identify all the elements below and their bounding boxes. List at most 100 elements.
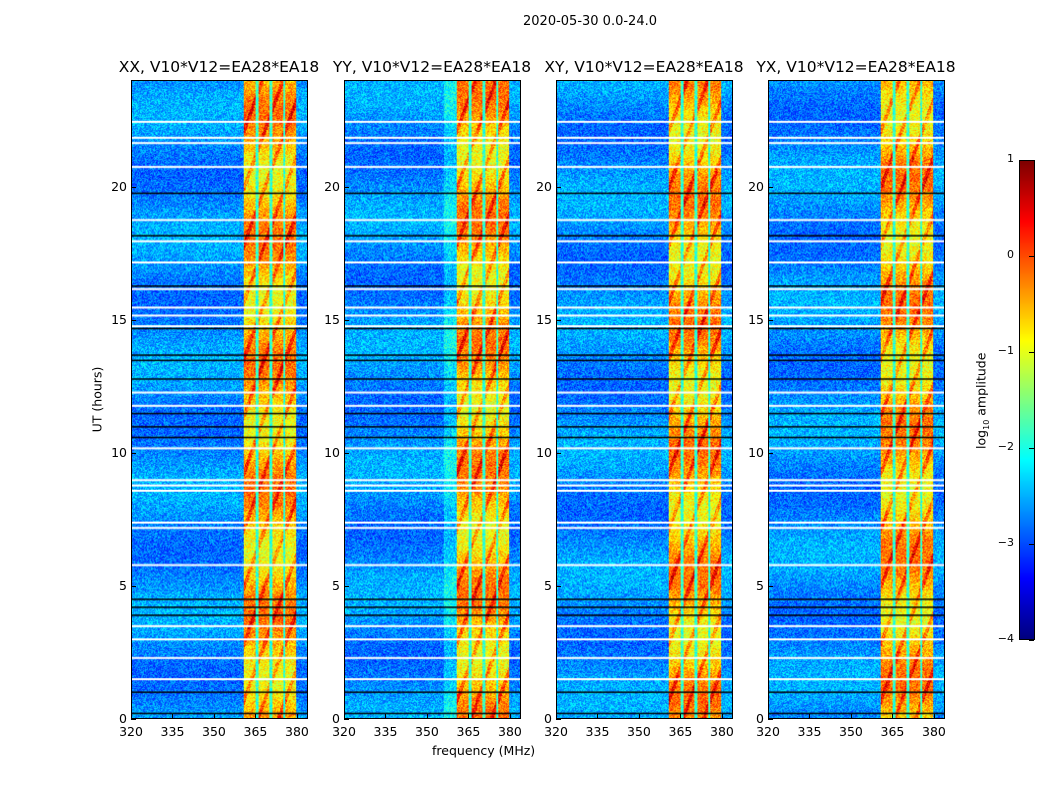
y-tick-label: 5 [332, 577, 340, 593]
colorbar-tick-mark [1029, 256, 1034, 257]
x-tick-label: 365 [243, 724, 268, 739]
y-axis-label: UT (hours) [89, 366, 105, 433]
colorbar-tick-label: −2 [997, 440, 1014, 453]
x-tick-label: 335 [160, 724, 185, 739]
y-tick-mark [131, 452, 136, 454]
x-tick-mark [638, 714, 640, 719]
y-tick-mark [768, 186, 773, 188]
x-tick-mark [385, 714, 387, 719]
y-tick-mark [344, 186, 349, 188]
panel-title: XX, V10*V12=EA28*EA18 [118, 58, 320, 76]
x-tick-mark [255, 714, 257, 719]
colorbar-tick-label: −1 [997, 344, 1014, 357]
colorbar-tick-mark [1029, 352, 1034, 353]
y-tick-mark [131, 719, 136, 720]
y-tick-mark [768, 319, 773, 321]
y-tick-label: 5 [544, 577, 552, 593]
y-tick-label: 0 [119, 711, 127, 726]
y-tick-label: 15 [111, 311, 127, 327]
y-tick-label: 0 [544, 711, 552, 726]
x-tick-label: 320 [544, 724, 568, 739]
colorbar-label: log10 amplitude [973, 352, 991, 449]
x-tick-label: 320 [332, 724, 356, 739]
x-tick-mark [850, 714, 852, 719]
x-axis-label: frequency (MHz) [432, 743, 536, 758]
colorbar-tick-mark [1029, 640, 1034, 641]
x-tick-label: 320 [756, 724, 780, 739]
y-tick-mark [344, 719, 349, 720]
y-tick-label: 5 [756, 577, 764, 593]
spectrogram-panel [768, 80, 945, 719]
x-tick-mark [809, 714, 811, 719]
panel-title: YY, V10*V12=EA28*EA18 [332, 58, 532, 76]
y-tick-mark [768, 452, 773, 454]
y-tick-mark [556, 585, 561, 587]
colorbar-tick-label: −4 [997, 632, 1014, 645]
x-tick-mark [933, 714, 935, 719]
y-tick-label: 15 [748, 311, 764, 327]
y-tick-mark [131, 319, 136, 321]
spectrogram-panel [556, 80, 733, 719]
x-tick-mark [509, 714, 511, 719]
colorbar-tick-label: 1 [1007, 152, 1014, 165]
x-tick-mark [556, 714, 557, 719]
y-tick-mark [131, 585, 136, 587]
panel-title: YX, V10*V12=EA28*EA18 [756, 58, 956, 76]
x-tick-label: 350 [839, 724, 863, 739]
colorbar-tick-label: 0 [1007, 248, 1014, 261]
panel-title: XY, V10*V12=EA28*EA18 [544, 58, 744, 76]
y-tick-mark [768, 719, 773, 720]
y-tick-label: 15 [536, 311, 552, 327]
x-tick-mark [344, 714, 345, 719]
x-tick-label: 365 [456, 724, 481, 739]
x-tick-label: 380 [922, 724, 946, 739]
colorbar-tick-mark [1029, 448, 1034, 449]
x-tick-mark [296, 714, 298, 719]
x-tick-label: 365 [668, 724, 693, 739]
x-tick-label: 335 [373, 724, 398, 739]
y-tick-label: 10 [111, 444, 127, 460]
colorbar-tick-label: −3 [997, 536, 1014, 549]
y-tick-label: 5 [119, 577, 127, 593]
x-tick-mark [426, 714, 428, 719]
x-tick-label: 350 [415, 724, 439, 739]
x-tick-mark [721, 714, 723, 719]
figure-title: 2020-05-30 0.0-24.0 [523, 14, 657, 29]
y-tick-label: 20 [536, 178, 552, 194]
x-tick-mark [172, 714, 174, 719]
y-tick-mark [556, 186, 561, 188]
y-tick-label: 20 [324, 178, 340, 194]
y-tick-label: 15 [324, 311, 340, 327]
x-tick-mark [892, 714, 894, 719]
y-tick-label: 0 [756, 711, 764, 726]
y-tick-mark [768, 585, 773, 587]
y-tick-mark [556, 319, 561, 321]
y-tick-label: 10 [324, 444, 340, 460]
x-tick-label: 320 [119, 724, 143, 739]
x-tick-label: 380 [285, 724, 309, 739]
y-tick-mark [344, 319, 349, 321]
y-tick-label: 20 [748, 178, 764, 194]
x-tick-mark [680, 714, 682, 719]
y-tick-mark [344, 452, 349, 454]
x-tick-label: 365 [880, 724, 905, 739]
x-tick-mark [597, 714, 599, 719]
y-tick-label: 0 [332, 711, 340, 726]
x-tick-label: 350 [202, 724, 226, 739]
x-tick-mark [131, 714, 132, 719]
y-tick-label: 20 [111, 178, 127, 194]
y-tick-mark [556, 452, 561, 454]
colorbar-tick-mark [1029, 160, 1034, 161]
x-tick-mark [468, 714, 470, 719]
x-tick-label: 380 [498, 724, 522, 739]
spectrogram-panel [131, 80, 308, 719]
x-tick-mark [768, 714, 769, 719]
y-tick-mark [131, 186, 136, 188]
y-tick-label: 10 [748, 444, 764, 460]
x-tick-label: 335 [585, 724, 610, 739]
x-tick-label: 335 [797, 724, 822, 739]
spectrogram-panel [344, 80, 521, 719]
colorbar-tick-mark [1029, 544, 1034, 545]
x-tick-label: 380 [710, 724, 734, 739]
